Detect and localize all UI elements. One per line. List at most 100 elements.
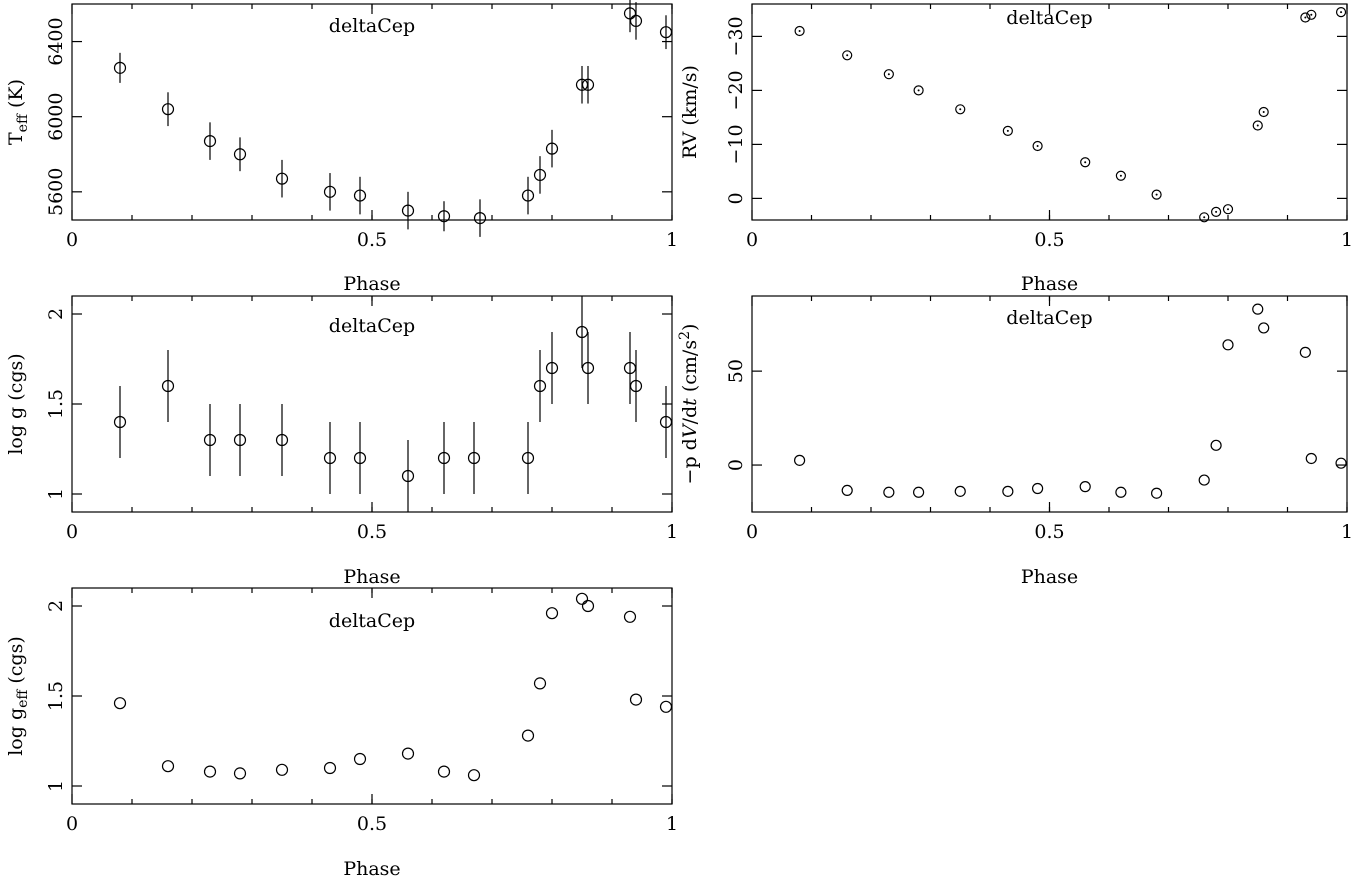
data-point: [353, 451, 367, 465]
data-point: [1300, 12, 1311, 23]
data-point-center: [1262, 111, 1265, 113]
data-point: [161, 760, 175, 773]
y-axis-label-part: V: [679, 422, 701, 438]
y-tick-label: 1: [45, 780, 67, 792]
y-tick-label: −20: [725, 70, 747, 110]
data-point: [323, 185, 337, 198]
y-axis-label-part: −p d: [679, 438, 701, 484]
y-axis-label-part: eff: [15, 689, 31, 708]
y-tick-label: −10: [725, 124, 747, 164]
x-axis-label: Phase: [1021, 273, 1078, 295]
plot-frame: [751, 3, 1348, 221]
y-axis-label: log g (cgs): [5, 353, 27, 454]
data-point: [575, 592, 589, 605]
x-tick-label: 1: [1341, 521, 1353, 543]
data-point: [401, 747, 415, 760]
data-point: [793, 454, 806, 466]
data-point: [203, 433, 217, 447]
data-point: [323, 761, 337, 775]
data-point: [1031, 482, 1044, 495]
x-tick-label: 0: [66, 521, 78, 543]
x-tick-label: 0: [66, 229, 78, 251]
data-point: [437, 765, 451, 778]
data-point: [161, 103, 175, 116]
data-point: [1080, 157, 1091, 168]
data-point: [1198, 474, 1210, 486]
data-point: [233, 148, 247, 161]
data-point: [233, 767, 247, 780]
data-point: [1210, 439, 1222, 451]
data-point: [842, 50, 853, 61]
data-point-center: [1340, 11, 1343, 14]
data-point: [275, 763, 289, 776]
x-tick-label: 1: [666, 813, 678, 835]
data-point: [233, 433, 247, 447]
y-axis-label-part: 2: [677, 331, 693, 340]
data-point: [467, 451, 481, 465]
y-tick-label: 2: [45, 308, 67, 320]
data-point: [1032, 140, 1043, 152]
data-point: [883, 486, 895, 498]
x-axis-label: Phase: [1021, 566, 1078, 588]
data-point: [203, 765, 217, 778]
y-axis-label: log geff (cgs): [5, 636, 31, 756]
y-axis-label-part: /d: [679, 406, 701, 425]
data-point: [1258, 106, 1269, 118]
data-point-center: [887, 73, 890, 76]
data-point-center: [1310, 13, 1313, 16]
data-point: [113, 415, 127, 429]
y-axis-label-part: T: [5, 132, 27, 145]
panel-1: 0 0.5 1 5600 6000 6400 deltaCep Phase Teff (K): [5, 0, 678, 295]
y-axis-label: Teff (K): [5, 79, 31, 145]
data-point: [581, 78, 595, 91]
data-point-center: [1036, 145, 1039, 148]
x-axis-label: Phase: [343, 566, 400, 588]
panel-2: 0 0.5 1 0 −10 −20 −30 deltaCep Phase RV (km/s): [679, 3, 1353, 295]
y-axis-label-part: (cgs): [5, 636, 27, 689]
y-tick-label: 1.5: [45, 389, 67, 419]
y-tick-label: −30: [725, 16, 747, 56]
data-point-center: [1256, 124, 1259, 127]
y-axis-label-part: (K): [5, 79, 27, 114]
y-axis-label-part: log g: [5, 708, 27, 756]
data-point: [533, 677, 547, 690]
data-point: [1335, 6, 1347, 18]
data-point: [659, 700, 673, 713]
data-point: [545, 142, 559, 155]
data-point: [353, 189, 367, 202]
data-point-center: [1084, 161, 1087, 164]
data-point: [629, 14, 643, 28]
data-point-center: [1006, 129, 1009, 132]
data-point: [161, 379, 175, 393]
data-point: [1222, 204, 1234, 215]
data-point: [581, 599, 595, 613]
data-point: [521, 729, 535, 742]
data-point: [1210, 206, 1222, 217]
x-tick-label: 0.5: [357, 521, 387, 543]
data-point: [794, 25, 805, 37]
x-axis-label: Phase: [343, 273, 400, 295]
data-point: [659, 415, 673, 429]
x-tick-label: 1: [666, 521, 678, 543]
data-point-center: [1215, 210, 1218, 213]
data-point: [473, 212, 487, 225]
x-tick-label: 1: [666, 229, 678, 251]
data-point: [1199, 212, 1210, 223]
data-point: [521, 189, 535, 202]
y-tick-label: 1: [45, 488, 67, 500]
data-point-center: [1227, 208, 1229, 211]
data-point: [1335, 457, 1347, 469]
data-point: [659, 26, 673, 39]
data-point-center: [1203, 216, 1206, 219]
data-point: [521, 451, 535, 465]
data-point: [1258, 322, 1270, 334]
panel-title: deltaCep: [329, 315, 415, 337]
data-point: [545, 607, 559, 620]
y-axis-label-part: (cm/s: [679, 340, 701, 398]
data-point: [629, 379, 643, 393]
y-tick-label: 0: [725, 459, 747, 471]
y-tick-label: 6000: [45, 93, 67, 141]
data-point: [401, 204, 415, 217]
data-point: [1252, 303, 1264, 315]
